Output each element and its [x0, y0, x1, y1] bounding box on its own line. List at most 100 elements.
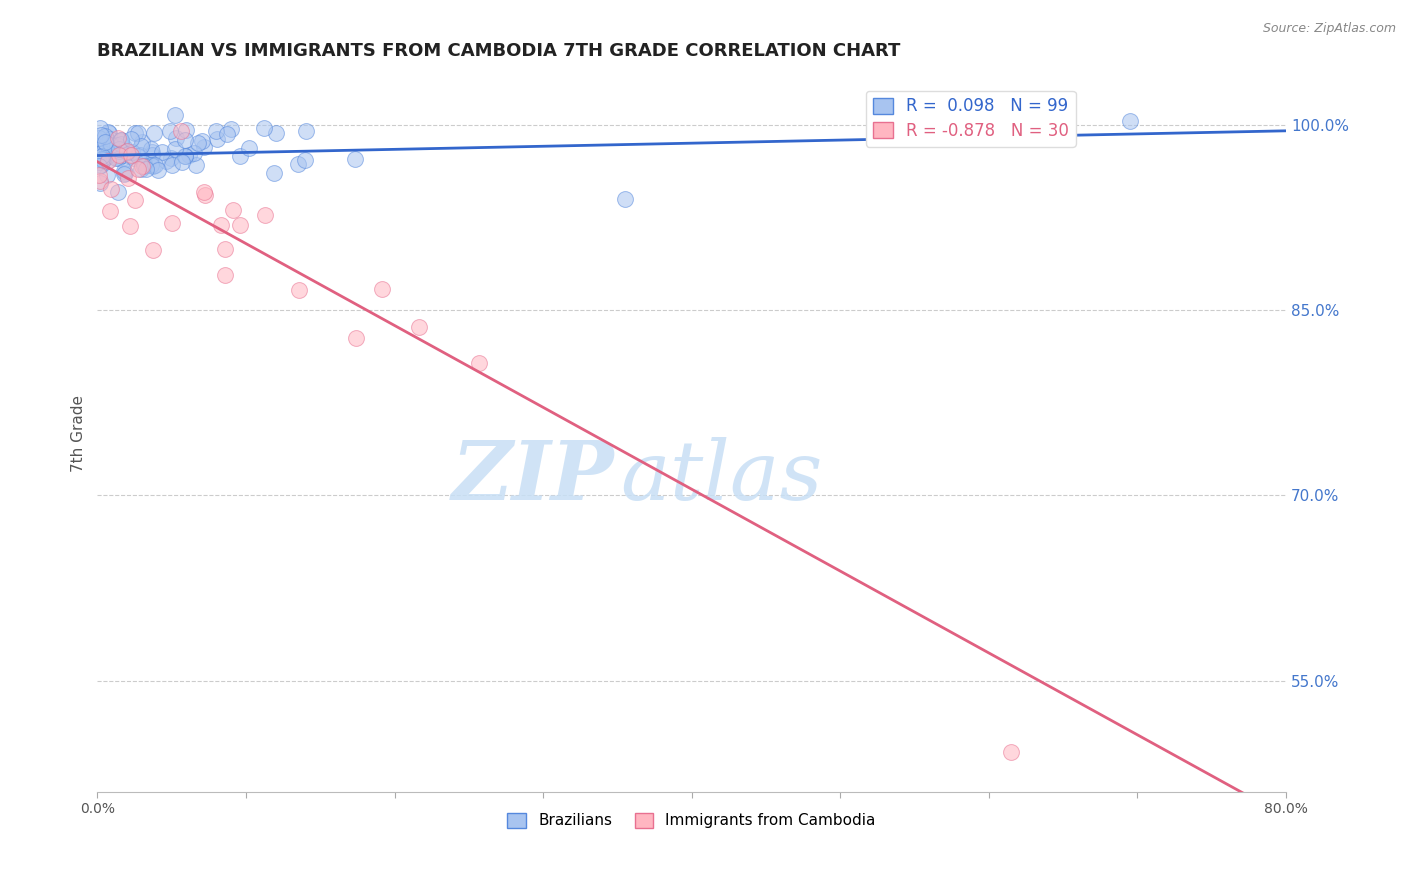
Point	[91, 153, 114, 168]
Point	[131, 159, 153, 173]
Text: ZIP: ZIP	[451, 436, 614, 516]
Point	[174, 149, 197, 163]
Point	[124, 193, 146, 207]
Point	[1119, 114, 1142, 128]
Point	[142, 126, 165, 140]
Point	[131, 135, 153, 149]
Point	[100, 182, 122, 196]
Point	[93, 153, 115, 167]
Point	[89, 176, 111, 190]
Point	[146, 162, 169, 177]
Point	[174, 149, 197, 163]
Point	[87, 159, 110, 173]
Point	[87, 139, 110, 153]
Point	[142, 243, 165, 257]
Point	[96, 153, 118, 168]
Point	[253, 121, 276, 136]
Point	[184, 158, 207, 172]
Point	[89, 174, 111, 188]
Point	[145, 157, 167, 171]
Point	[129, 162, 152, 177]
Point	[127, 127, 149, 141]
Point	[205, 132, 228, 146]
Point	[127, 162, 149, 177]
Point	[105, 137, 128, 152]
Point	[142, 159, 165, 173]
Point	[141, 158, 163, 172]
Point	[91, 152, 114, 166]
Point	[191, 134, 214, 148]
Point	[165, 131, 187, 145]
Point	[90, 158, 112, 172]
Point	[120, 149, 142, 163]
Point	[107, 151, 129, 165]
Point	[129, 147, 152, 161]
Point	[204, 124, 226, 138]
Point	[114, 140, 136, 154]
Point	[107, 148, 129, 162]
Point	[110, 133, 132, 147]
Point	[90, 149, 112, 163]
Y-axis label: 7th Grade: 7th Grade	[72, 395, 86, 472]
Point	[120, 219, 142, 233]
Point	[408, 320, 430, 334]
Point	[160, 217, 183, 231]
Point	[131, 139, 153, 153]
Point	[120, 148, 142, 162]
Point	[214, 242, 236, 256]
Point	[165, 142, 187, 156]
Point	[194, 188, 217, 202]
Point	[253, 208, 276, 222]
Point	[193, 185, 215, 199]
Point	[98, 144, 121, 158]
Point	[163, 108, 186, 122]
Point	[90, 146, 112, 161]
Point	[193, 139, 215, 153]
Point	[294, 123, 316, 137]
Point	[105, 151, 128, 165]
Point	[98, 132, 121, 146]
Point	[141, 148, 163, 162]
Point	[94, 139, 117, 153]
Point	[120, 131, 142, 145]
Point	[97, 153, 120, 168]
Point	[134, 156, 156, 170]
Text: BRAZILIAN VS IMMIGRANTS FROM CAMBODIA 7TH GRADE CORRELATION CHART: BRAZILIAN VS IMMIGRANTS FROM CAMBODIA 7T…	[97, 42, 901, 60]
Point	[287, 157, 309, 171]
Point	[108, 145, 131, 159]
Point	[139, 142, 162, 156]
Point	[215, 128, 238, 142]
Point	[121, 145, 143, 160]
Point	[150, 145, 173, 159]
Point	[209, 219, 232, 233]
Point	[107, 131, 129, 145]
Point	[294, 153, 316, 167]
Point	[104, 141, 127, 155]
Point	[177, 148, 200, 162]
Point	[159, 124, 181, 138]
Point	[135, 161, 157, 176]
Point	[172, 155, 194, 169]
Point	[174, 132, 197, 146]
Point	[100, 137, 122, 152]
Point	[132, 159, 155, 173]
Point	[174, 123, 197, 137]
Point	[110, 133, 132, 147]
Point	[98, 204, 121, 219]
Point	[183, 146, 205, 161]
Point	[468, 356, 491, 370]
Point	[214, 268, 236, 282]
Point	[100, 139, 122, 153]
Point	[613, 192, 636, 206]
Point	[219, 122, 242, 136]
Point	[89, 121, 111, 136]
Point	[112, 163, 135, 178]
Point	[117, 170, 139, 185]
Point	[124, 126, 146, 140]
Point	[1000, 746, 1022, 760]
Point	[346, 331, 368, 345]
Point	[288, 283, 311, 297]
Point	[127, 149, 149, 163]
Point	[98, 126, 121, 140]
Point	[343, 153, 366, 167]
